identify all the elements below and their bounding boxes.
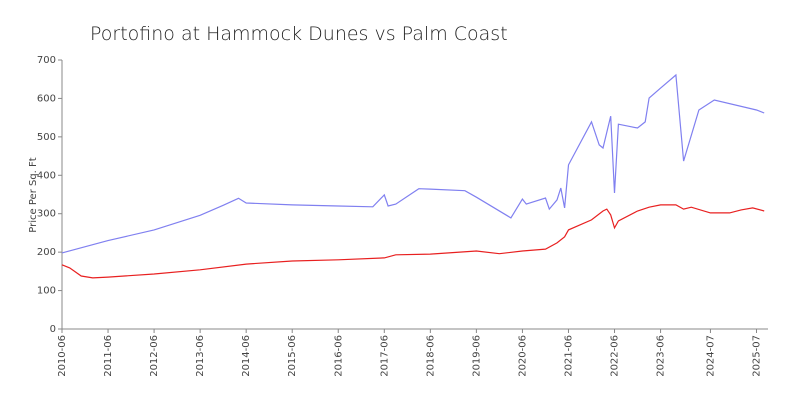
x-tick-label: 2018-06: [425, 335, 436, 377]
x-tick-label: 2021-06: [563, 335, 574, 377]
series-line: [61, 73, 765, 254]
y-tick-label: 500: [37, 132, 56, 143]
x-tick-label: 2023-06: [656, 335, 667, 377]
x-tick-label: 2025-07: [751, 335, 762, 377]
y-axis-title: Price Per Sq. Ft: [28, 157, 39, 232]
chart-title: Portofino at Hammock Dunes vs Palm Coast: [90, 23, 508, 45]
x-tick-label: 2016-06: [333, 335, 344, 377]
x-tick-label: 2020-06: [517, 335, 528, 377]
y-tick-label: 400: [37, 170, 56, 181]
x-tick-label: 2017-06: [379, 335, 390, 377]
y-tick-label: 700: [37, 55, 56, 66]
x-tick-label: 2012-06: [149, 335, 160, 377]
x-tick-label: 2015-06: [287, 335, 298, 377]
x-tick-label: 2010-06: [57, 335, 68, 377]
y-tick-label: 300: [37, 209, 56, 220]
x-tick-label: 2022-06: [610, 335, 621, 377]
series-line: [61, 204, 765, 279]
y-tick-label: 600: [37, 93, 56, 104]
y-tick-label: 100: [37, 286, 56, 297]
x-tick-label: 2019-06: [471, 335, 482, 377]
x-tick-label: 2011-06: [103, 335, 114, 377]
x-tick-label: 2024-07: [705, 335, 716, 377]
x-tick-label: 2014-06: [241, 335, 252, 377]
y-tick-label: 200: [37, 247, 56, 258]
y-tick-label: 0: [50, 324, 56, 335]
x-tick-label: 2013-06: [195, 335, 206, 377]
